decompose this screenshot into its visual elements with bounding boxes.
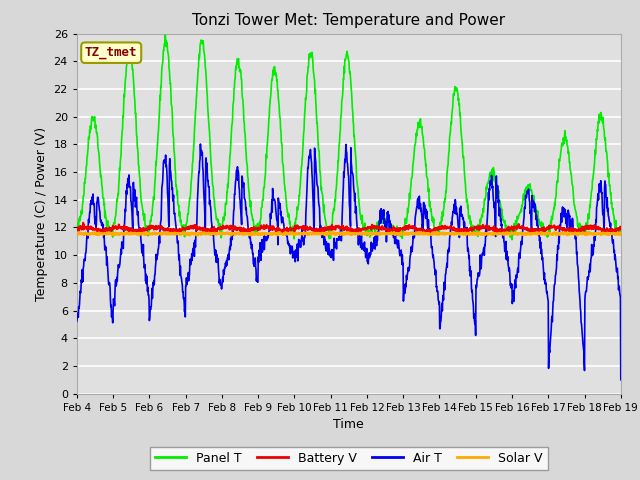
Solar V xyxy=(73,231,81,237)
Panel T xyxy=(161,32,169,38)
Line: Panel T: Panel T xyxy=(77,35,621,240)
Text: TZ_tmet: TZ_tmet xyxy=(85,46,138,59)
Panel T xyxy=(617,231,625,237)
Panel T xyxy=(73,225,81,231)
Solar V xyxy=(247,232,255,238)
Line: Battery V: Battery V xyxy=(77,223,621,234)
Y-axis label: Temperature (C) / Power (V): Temperature (C) / Power (V) xyxy=(35,127,48,300)
Battery V xyxy=(617,224,625,229)
Air T xyxy=(255,248,263,253)
Air T xyxy=(196,141,204,147)
Air T xyxy=(194,190,202,196)
Panel T xyxy=(434,229,442,235)
Panel T xyxy=(505,229,513,235)
Battery V xyxy=(79,220,87,226)
Battery V xyxy=(505,228,513,233)
Air T xyxy=(180,309,188,314)
Panel T xyxy=(255,226,263,231)
Line: Solar V: Solar V xyxy=(77,232,621,235)
Solar V xyxy=(194,232,202,238)
Line: Air T: Air T xyxy=(77,144,621,380)
Panel T xyxy=(195,66,202,72)
Solar V xyxy=(617,231,625,237)
Solar V xyxy=(180,230,188,236)
Title: Tonzi Tower Met: Temperature and Power: Tonzi Tower Met: Temperature and Power xyxy=(192,13,506,28)
Battery V xyxy=(73,225,81,230)
Battery V xyxy=(99,231,107,237)
Battery V xyxy=(553,225,561,231)
Battery V xyxy=(255,227,263,232)
Solar V xyxy=(330,229,337,235)
X-axis label: Time: Time xyxy=(333,418,364,431)
Air T xyxy=(434,288,442,294)
Air T xyxy=(617,377,625,383)
Solar V xyxy=(255,230,263,236)
Solar V xyxy=(505,230,513,236)
Battery V xyxy=(182,227,189,233)
Solar V xyxy=(553,230,561,236)
Panel T xyxy=(181,229,189,235)
Legend: Panel T, Battery V, Air T, Solar V: Panel T, Battery V, Air T, Solar V xyxy=(150,447,548,469)
Battery V xyxy=(434,227,442,233)
Air T xyxy=(505,264,513,270)
Panel T xyxy=(508,237,516,242)
Air T xyxy=(73,318,81,324)
Panel T xyxy=(553,180,561,186)
Air T xyxy=(553,264,561,270)
Battery V xyxy=(195,225,202,231)
Solar V xyxy=(434,230,442,236)
